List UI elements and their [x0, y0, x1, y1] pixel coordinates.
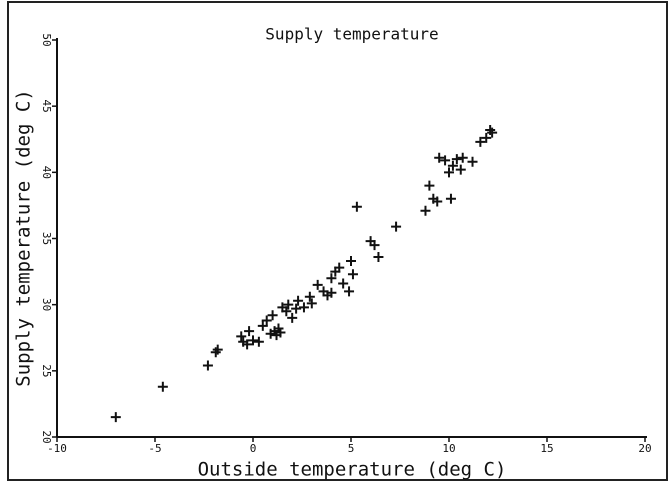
point — [346, 255, 356, 266]
point — [444, 167, 454, 178]
point — [481, 132, 492, 143]
point — [248, 335, 258, 346]
y-tick-label: 25 — [40, 364, 53, 377]
y-tick-label: 45 — [40, 100, 53, 113]
y-tick-label: 50 — [40, 33, 53, 46]
point — [467, 156, 478, 167]
point — [455, 164, 466, 175]
point — [424, 180, 435, 191]
x-tick-label: 15 — [540, 442, 553, 455]
chart-title: Supply temperature — [265, 25, 438, 44]
x-axis-label: Outside temperature (deg C) — [198, 459, 507, 481]
y-tick-label: 40 — [40, 166, 53, 179]
point — [420, 205, 431, 216]
y-tick-label: 20 — [40, 430, 53, 443]
point — [475, 136, 486, 147]
point — [261, 315, 272, 326]
point — [347, 269, 358, 280]
x-tick-label: 20 — [638, 442, 651, 455]
x-tick-label: 10 — [442, 442, 455, 455]
point — [487, 127, 498, 138]
point — [434, 152, 445, 163]
point — [373, 252, 384, 263]
point — [445, 193, 456, 204]
point — [451, 154, 462, 165]
y-tick-label: 30 — [40, 298, 53, 311]
point — [110, 412, 121, 423]
point — [447, 160, 458, 171]
point — [326, 273, 337, 284]
point — [257, 320, 268, 331]
x-tick-label: -10 — [47, 442, 67, 455]
point — [312, 279, 323, 290]
point — [157, 381, 168, 392]
point — [275, 327, 286, 338]
point — [236, 331, 247, 342]
point — [267, 310, 278, 321]
point — [244, 326, 255, 337]
point — [281, 306, 292, 317]
frame — [7, 1, 668, 481]
point — [440, 155, 451, 166]
point — [304, 291, 315, 302]
point — [351, 201, 362, 212]
point — [326, 287, 337, 298]
point — [253, 336, 264, 347]
point — [291, 303, 302, 314]
point — [369, 240, 380, 251]
point — [242, 339, 253, 350]
point — [334, 262, 345, 273]
point — [298, 302, 309, 313]
x-tick-label: 5 — [348, 442, 355, 455]
point — [432, 196, 443, 207]
point — [306, 298, 317, 309]
point — [457, 152, 468, 163]
point — [293, 295, 304, 306]
y-tick-label: 35 — [40, 232, 53, 245]
point — [212, 344, 223, 355]
point — [202, 360, 213, 371]
point — [338, 278, 349, 289]
x-tick-label: -5 — [148, 442, 161, 455]
point — [287, 312, 298, 323]
x-tick-label: 0 — [250, 442, 257, 455]
point — [391, 221, 402, 232]
point — [283, 299, 294, 310]
point — [344, 286, 355, 297]
y-axis-label: Supply temperature (deg C) — [13, 89, 35, 386]
